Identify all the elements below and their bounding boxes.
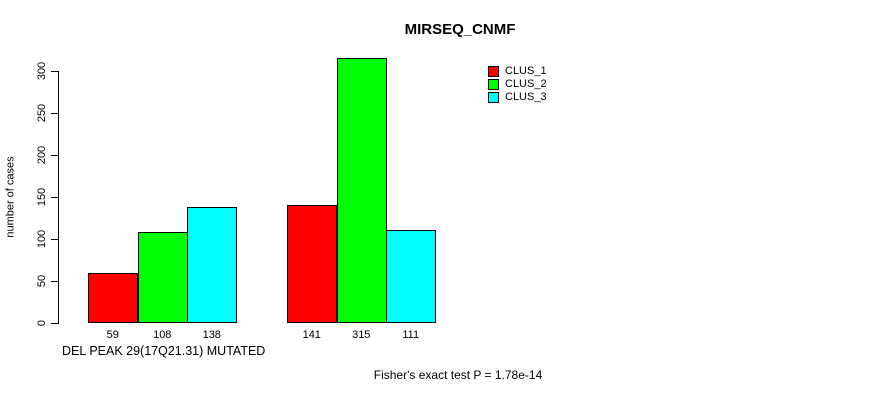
bar-value-label: 108 xyxy=(153,329,172,341)
legend-item: CLUS_2 xyxy=(488,78,547,91)
x-axis-label: DEL PEAK 29(17Q21.31) MUTATED xyxy=(62,344,266,358)
bar-clus_3-group-1 xyxy=(187,207,237,323)
legend-swatch-clus2 xyxy=(488,79,499,90)
y-tick xyxy=(51,196,58,198)
chart-title: MIRSEQ_CNMF xyxy=(404,21,516,38)
bar-clus_2-group-1 xyxy=(137,232,188,323)
y-tick-label: 200 xyxy=(36,145,48,165)
bar-clus_2-group-2 xyxy=(336,58,387,323)
legend: CLUS_1 CLUS_2 CLUS_3 xyxy=(488,65,547,104)
legend-item-label: CLUS_1 xyxy=(505,65,547,77)
fisher-test-note: Fisher's exact test P = 1.78e-14 xyxy=(373,368,543,382)
bar-clus_1-group-2 xyxy=(287,204,337,323)
bar-value-label: 138 xyxy=(202,329,221,341)
bar-value-label: 141 xyxy=(302,329,321,341)
y-axis-label: number of cases xyxy=(4,156,17,238)
bar-value-label: 315 xyxy=(352,329,371,341)
y-tick xyxy=(51,112,58,114)
y-tick-label: 300 xyxy=(36,61,48,81)
bar-clus_3-group-2 xyxy=(386,229,436,323)
legend-swatch-clus1 xyxy=(488,66,499,77)
legend-item-label: CLUS_3 xyxy=(505,91,547,103)
y-tick-label: 250 xyxy=(36,103,48,123)
legend-item: CLUS_3 xyxy=(488,91,547,104)
legend-item-label: CLUS_2 xyxy=(505,78,547,90)
y-tick-label: 0 xyxy=(36,319,48,327)
y-tick xyxy=(51,280,58,282)
legend-swatch-clus3 xyxy=(488,92,499,103)
y-axis-line xyxy=(58,71,59,324)
y-tick-label: 100 xyxy=(36,229,48,249)
bar-value-label: 111 xyxy=(402,329,420,341)
y-tick-label: 150 xyxy=(36,187,48,207)
bar-clus_1-group-1 xyxy=(88,273,138,323)
y-tick-label: 50 xyxy=(36,274,48,288)
y-tick xyxy=(51,154,58,156)
y-tick xyxy=(51,238,58,240)
y-tick xyxy=(51,70,58,72)
legend-item: CLUS_1 xyxy=(488,65,547,78)
y-tick xyxy=(51,322,58,324)
bar-value-label: 59 xyxy=(106,329,119,341)
